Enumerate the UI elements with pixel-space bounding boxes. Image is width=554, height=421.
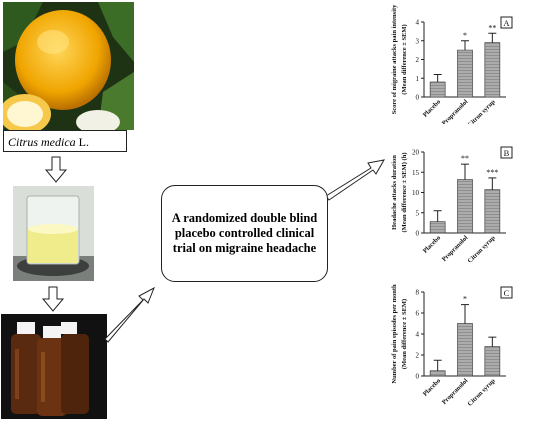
significance-marker: * [463, 31, 467, 40]
category-label: Propranolol [441, 234, 470, 262]
citron-fruit-photo [3, 2, 134, 130]
category-label: Citron syrup [466, 234, 497, 262]
bar [457, 323, 473, 377]
y-tick-label: 0 [416, 94, 420, 102]
species-authority: L. [78, 135, 90, 149]
category-label: Placebo [422, 98, 442, 118]
y-tick-label: 8 [416, 289, 420, 297]
y-axis-label-unit: (Mean difference ± SEM) (h) [401, 153, 408, 233]
y-tick-label: 10 [412, 189, 420, 197]
y-axis-label: Score of migraine attacks pain intensity [391, 4, 398, 115]
trial-text: A randomized double blind placebo contro… [171, 211, 318, 255]
bar [484, 189, 501, 234]
y-axis-label-unit: (Mean difference ± SEM) [401, 24, 408, 94]
species-caption: Citrus medica L. [3, 130, 127, 152]
y-axis-label: Number of pain episodes per month [391, 284, 398, 384]
y-tick-label: 0 [416, 373, 420, 381]
category-label: Propranolol [441, 377, 470, 406]
y-axis-label-unit: (Mean difference ± SEM) [401, 299, 408, 369]
chart-b-group: 0 5 10 15 20 Headache attacks duration (Mean d… [391, 146, 513, 262]
y-tick-label: 5 [416, 209, 420, 217]
bar [429, 370, 446, 377]
y-tick-label: 4 [416, 331, 420, 339]
category-label: Placebo [422, 377, 442, 397]
panel-label: C [504, 288, 510, 298]
y-axis-label: Headache attacks duration [391, 155, 398, 230]
syrup-bottles-photo [1, 314, 107, 419]
chart-c-group: 0 2 4 6 8 Number of pain episodes per month (M… [391, 284, 513, 408]
category-label: Placebo [422, 234, 442, 254]
significance-marker: *** [486, 168, 498, 177]
panel-label-box [500, 146, 513, 159]
arrow-down-1 [44, 156, 68, 183]
significance-marker: ** [488, 23, 496, 32]
y-tick-label: 0 [416, 230, 420, 238]
y-tick-label: 2 [416, 56, 420, 64]
trial-description-box: A randomized double blind placebo contro… [161, 185, 328, 282]
panel-label-box [500, 16, 513, 29]
y-tick-label: 20 [412, 149, 420, 157]
bar [457, 179, 473, 234]
category-label: Citron syrup [466, 98, 497, 124]
bar [429, 81, 446, 98]
y-tick-label: 1 [416, 75, 420, 83]
arrow-to-charts [325, 159, 385, 201]
panel-label: B [504, 148, 510, 158]
y-tick-label: 2 [416, 352, 420, 360]
arrow-to-trial [104, 286, 155, 343]
bar [484, 346, 501, 377]
bar [457, 49, 473, 98]
panel-label-box [500, 286, 513, 299]
bar [484, 42, 501, 98]
bar-chart-b: 0 5 10 15 20 Headache attacks duration (Mean d… [391, 146, 513, 262]
species-name: Citrus medica [8, 135, 76, 149]
y-tick-label: 6 [416, 310, 420, 318]
category-label: Propranolol [441, 98, 470, 124]
category-label: Citron syrup [466, 377, 497, 408]
bar-chart-c: 0 2 4 6 8 Number of pain episodes per month (M… [391, 284, 513, 408]
panel-label: A [503, 18, 510, 28]
y-tick-label: 15 [412, 169, 420, 177]
y-tick-label: 4 [416, 19, 420, 27]
arrow-down-2 [41, 286, 65, 312]
significance-marker: * [463, 295, 467, 304]
juice-beaker-photo [13, 186, 94, 281]
bar-chart-a: 0 1 2 3 4 Score of migraine attacks pain inte… [391, 4, 513, 124]
significance-marker: ** [461, 154, 469, 163]
y-tick-label: 3 [416, 37, 420, 45]
chart-a-group: 0 1 2 3 4 Score of migraine attacks pain inte… [391, 4, 513, 124]
bar [429, 221, 446, 234]
